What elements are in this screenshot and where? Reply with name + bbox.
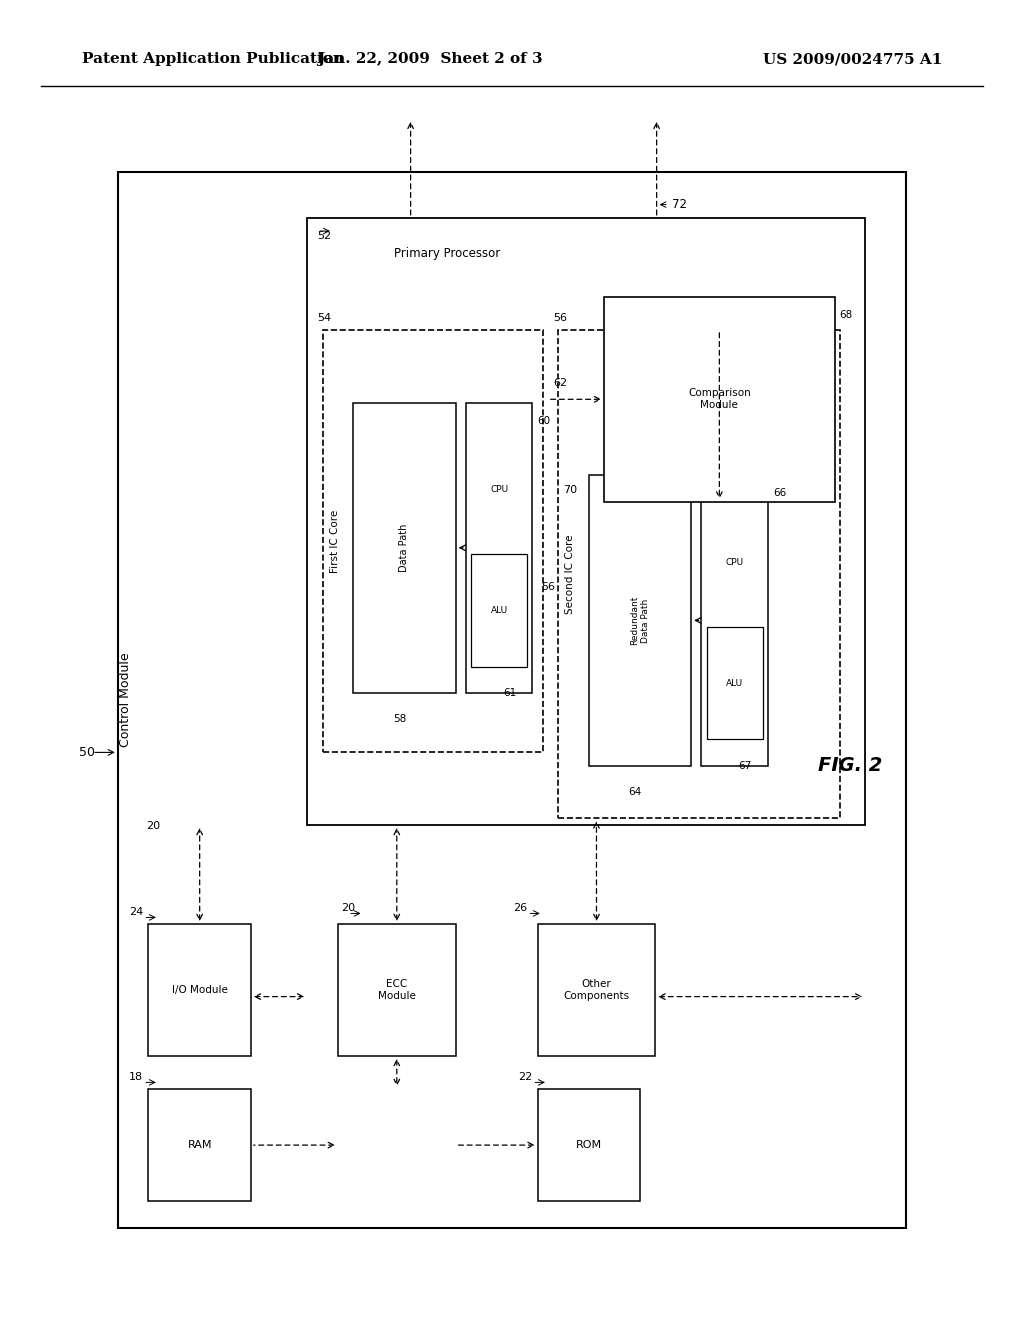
Bar — [538, 1089, 640, 1201]
Bar — [701, 475, 768, 766]
Bar — [307, 218, 865, 825]
Text: 67: 67 — [738, 760, 752, 771]
Text: Second IC Core: Second IC Core — [565, 535, 575, 614]
Text: ALU: ALU — [490, 606, 508, 615]
Text: 24: 24 — [129, 907, 143, 917]
Text: Data Path: Data Path — [399, 524, 410, 572]
Text: 52: 52 — [317, 231, 332, 242]
Bar — [707, 627, 763, 739]
Bar — [604, 297, 835, 502]
Bar — [338, 924, 456, 1056]
Text: ECC
Module: ECC Module — [378, 979, 416, 1001]
Text: 22: 22 — [518, 1072, 532, 1082]
Text: Primary Processor: Primary Processor — [393, 247, 500, 260]
Text: Patent Application Publication: Patent Application Publication — [82, 53, 344, 66]
Bar — [148, 1089, 251, 1201]
Text: US 2009/0024775 A1: US 2009/0024775 A1 — [763, 53, 942, 66]
Bar — [323, 330, 543, 752]
Bar — [558, 330, 840, 818]
Text: CPU: CPU — [726, 558, 743, 566]
Text: 56: 56 — [553, 313, 567, 323]
Bar — [148, 924, 251, 1056]
Bar — [353, 403, 456, 693]
Text: 70: 70 — [563, 484, 578, 495]
Text: 26: 26 — [513, 903, 527, 913]
Bar — [538, 924, 655, 1056]
Text: 50: 50 — [79, 746, 95, 759]
Text: FIG. 2: FIG. 2 — [818, 756, 882, 775]
Text: First IC Core: First IC Core — [330, 510, 340, 573]
Text: I/O Module: I/O Module — [172, 985, 227, 995]
Text: 58: 58 — [393, 714, 406, 725]
Text: 54: 54 — [317, 313, 332, 323]
Text: 61: 61 — [503, 688, 516, 698]
Text: 56: 56 — [541, 582, 555, 593]
Text: ROM: ROM — [575, 1140, 602, 1150]
Text: ALU: ALU — [726, 678, 743, 688]
Text: 60: 60 — [538, 416, 551, 426]
Text: Control Module: Control Module — [120, 652, 132, 747]
Text: 68: 68 — [840, 310, 853, 321]
Bar — [466, 403, 532, 693]
Text: 20: 20 — [146, 821, 161, 832]
Text: 18: 18 — [129, 1072, 143, 1082]
Text: Redundant
Data Path: Redundant Data Path — [631, 595, 649, 645]
Bar — [471, 554, 527, 667]
Text: Comparison
Module: Comparison Module — [688, 388, 751, 411]
Text: CPU: CPU — [490, 486, 508, 494]
Text: 72: 72 — [672, 198, 687, 211]
Bar — [589, 475, 691, 766]
Bar — [118, 172, 906, 1228]
Text: 66: 66 — [773, 488, 786, 499]
Text: 20: 20 — [341, 903, 355, 913]
Text: Other
Components: Other Components — [563, 979, 630, 1001]
Text: RAM: RAM — [187, 1140, 212, 1150]
Text: 64: 64 — [629, 787, 641, 797]
Text: 62: 62 — [553, 378, 567, 388]
Text: Jan. 22, 2009  Sheet 2 of 3: Jan. 22, 2009 Sheet 2 of 3 — [317, 53, 543, 66]
